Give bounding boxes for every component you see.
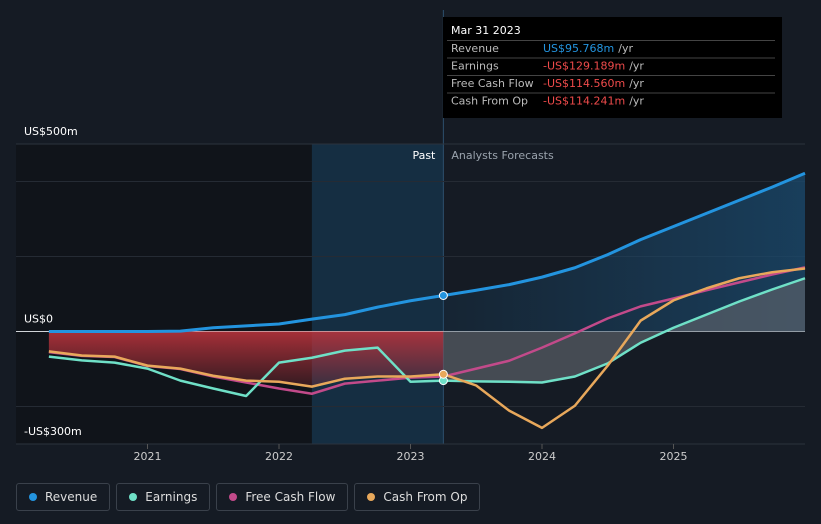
legend-label: Free Cash Flow bbox=[245, 490, 336, 504]
forecast-area bbox=[443, 278, 805, 383]
tooltip-name: Cash From Op bbox=[451, 95, 528, 108]
tooltip-unit: /yr bbox=[629, 60, 644, 73]
point-marker bbox=[438, 291, 448, 300]
tooltip-amount: US$95.768m bbox=[543, 42, 614, 55]
legend-label: Revenue bbox=[45, 490, 98, 504]
tooltip-unit: /yr bbox=[629, 77, 644, 90]
forecast-area bbox=[443, 173, 805, 332]
y-tick-label: US$500m bbox=[24, 125, 78, 138]
legend-item[interactable]: Revenue bbox=[16, 483, 111, 511]
tooltip-amount: -US$114.560m bbox=[543, 77, 625, 90]
tooltip-value: -US$114.560m/yr bbox=[543, 77, 644, 90]
legend-swatch bbox=[29, 493, 37, 501]
legend: Revenue Earnings Free Cash Flow Cash From O… bbox=[16, 483, 481, 511]
forecast-label: Analysts Forecasts bbox=[451, 149, 554, 162]
tooltip-box bbox=[443, 17, 782, 118]
x-tick-label: 2024 bbox=[528, 450, 556, 463]
legend-item[interactable]: Earnings bbox=[116, 483, 211, 511]
y-tick-label: US$0 bbox=[24, 313, 53, 326]
y-tick-label: -US$300m bbox=[24, 425, 82, 438]
point-marker bbox=[438, 369, 448, 379]
legend-label: Cash From Op bbox=[383, 490, 468, 504]
legend-swatch bbox=[367, 493, 376, 501]
legend-swatch bbox=[129, 493, 138, 501]
tooltip-value: -US$129.189m/yr bbox=[543, 60, 644, 73]
highlight-region bbox=[311, 144, 444, 444]
series-line bbox=[48, 171, 806, 333]
legend-item[interactable]: Cash From Op bbox=[354, 483, 481, 511]
tooltip-date: Mar 31 2023 bbox=[451, 24, 521, 37]
x-tick-label: 2021 bbox=[134, 450, 162, 463]
tooltip-name: Revenue bbox=[451, 42, 499, 55]
x-tick-label: 2022 bbox=[265, 450, 293, 463]
x-tick-label: 2023 bbox=[397, 450, 425, 463]
tooltip-amount: -US$129.189m bbox=[543, 60, 625, 73]
legend-label: Earnings bbox=[145, 490, 198, 504]
tooltip-amount: -US$114.241m bbox=[543, 95, 625, 108]
legend-swatch bbox=[229, 493, 238, 501]
series-line bbox=[48, 267, 806, 430]
tooltip-name: Free Cash Flow bbox=[451, 77, 534, 90]
tooltip-value: US$95.768m/yr bbox=[543, 42, 633, 55]
tooltip-value: -US$114.241m/yr bbox=[543, 95, 644, 108]
x-tick-label: 2025 bbox=[660, 450, 688, 463]
past-area bbox=[48, 331, 444, 387]
legend-item[interactable]: Free Cash Flow bbox=[216, 483, 349, 511]
tooltip-unit: /yr bbox=[618, 42, 633, 55]
tooltip-unit: /yr bbox=[629, 95, 644, 108]
tooltip-name: Earnings bbox=[451, 60, 499, 73]
series-line bbox=[48, 277, 806, 398]
past-label: Past bbox=[412, 149, 436, 162]
